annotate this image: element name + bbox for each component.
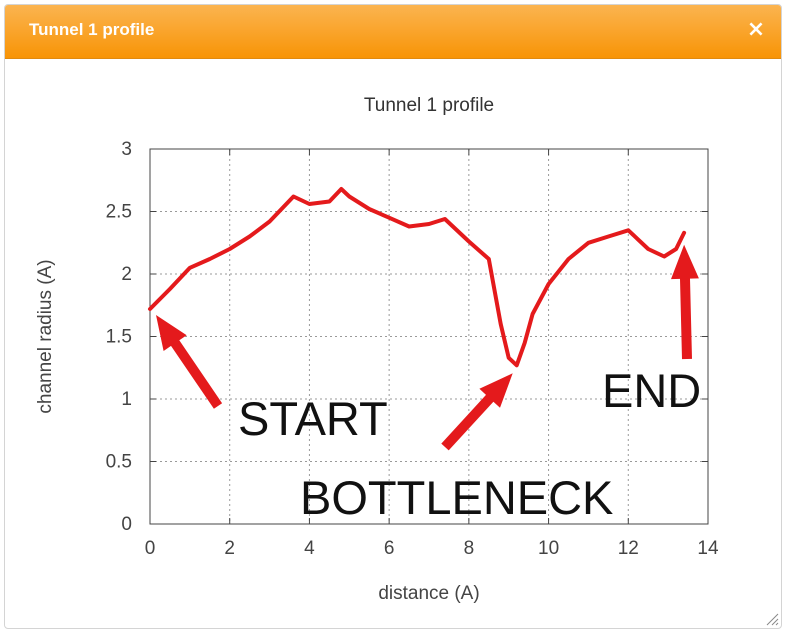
x-tick-label: 14: [697, 538, 719, 559]
x-tick-label: 4: [304, 538, 315, 559]
y-tick-label: 2.5: [106, 202, 132, 223]
chart-title: Tunnel 1 profile: [364, 95, 494, 116]
annotation-label: END: [602, 364, 701, 417]
x-tick-label: 6: [384, 538, 395, 559]
dialog-title: Tunnel 1 profile: [29, 20, 155, 39]
y-tick-label: 3: [121, 139, 132, 160]
x-tick-label: 0: [145, 538, 156, 559]
dialog-titlebar[interactable]: Tunnel 1 profile ×: [5, 5, 781, 59]
series-layer: [148, 187, 687, 368]
resize-grip-icon[interactable]: [765, 612, 779, 626]
annotation-arrow: [671, 244, 699, 360]
x-tick-label: 8: [464, 538, 475, 559]
series-line: [148, 187, 687, 368]
y-tick-label: 1: [121, 389, 132, 410]
y-tick-label: 1.5: [106, 327, 132, 348]
x-tick-label: 12: [618, 538, 639, 559]
y-axis-label: channel radius (A): [35, 259, 56, 413]
close-icon[interactable]: ×: [746, 17, 766, 42]
x-tick-label: 2: [224, 538, 235, 559]
annotation-arrow: [441, 373, 513, 451]
tick-layer: 0 2 4 6 8 10 12 14 0 0.5 1 1.5 2 2.5 3: [106, 139, 719, 559]
annotation-label: START: [238, 392, 388, 445]
y-tick-label: 0: [121, 514, 132, 535]
x-tick-label: 10: [538, 538, 559, 559]
tunnel-profile-chart: 0 2 4 6 8 10 12 14 0 0.5 1 1.5 2 2.5 3 Tunnel 1 profil…: [35, 95, 719, 604]
x-axis-label: distance (A): [378, 583, 479, 604]
y-tick-label: 0.5: [106, 452, 132, 473]
grid-layer: [150, 149, 708, 524]
annotation-layer: START BOTTLENECK END: [156, 244, 701, 524]
annotation-label: BOTTLENECK: [300, 471, 613, 524]
dialog-content: 0 2 4 6 8 10 12 14 0 0.5 1 1.5 2 2.5 3 Tunnel 1 profil…: [5, 59, 781, 628]
annotation-arrow: [156, 315, 223, 409]
tunnel-profile-dialog: Tunnel 1 profile × 0 2 4 6 8 10 12 14 0 0.5 1 1.5 2 2…: [4, 4, 782, 629]
plot-frame: [149, 148, 709, 525]
y-tick-label: 2: [121, 264, 132, 285]
